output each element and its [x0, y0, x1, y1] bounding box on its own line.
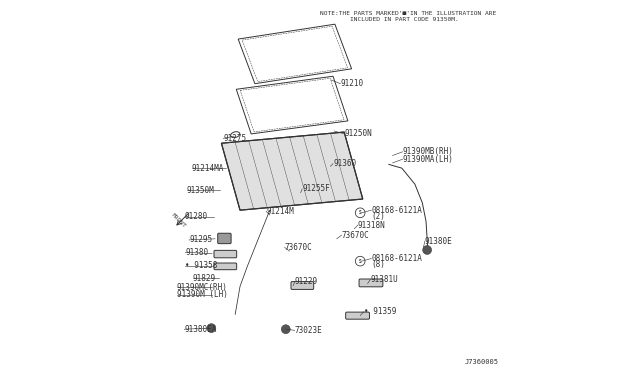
Text: 91250N: 91250N [344, 129, 372, 138]
Text: 73670C: 73670C [285, 243, 312, 252]
Text: 91360: 91360 [333, 159, 356, 168]
Text: 91390M (LH): 91390M (LH) [177, 290, 228, 299]
Text: 91295: 91295 [189, 235, 212, 244]
Text: 91214M: 91214M [266, 207, 294, 216]
Text: (8): (8) [371, 260, 385, 269]
Text: 91390MA(LH): 91390MA(LH) [403, 155, 454, 164]
Text: NOTE:THE PARTS MARKED'■'IN THE ILLUSTRATION ARE
        INCLUDED IN PART CODE 91: NOTE:THE PARTS MARKED'■'IN THE ILLUSTRAT… [320, 11, 496, 22]
Text: 91255F: 91255F [302, 185, 330, 193]
FancyBboxPatch shape [291, 282, 314, 289]
Text: 91280: 91280 [184, 212, 207, 221]
Text: 91381U: 91381U [370, 275, 398, 284]
Text: 08168-6121A: 08168-6121A [371, 254, 422, 263]
Text: 91275: 91275 [223, 134, 246, 143]
Text: (2): (2) [371, 212, 385, 221]
Text: • 91358: • 91358 [186, 262, 218, 270]
FancyBboxPatch shape [359, 279, 383, 287]
Text: 91350M: 91350M [187, 186, 214, 195]
Circle shape [422, 246, 431, 254]
Text: 91318N: 91318N [358, 221, 386, 230]
Text: 91380: 91380 [186, 248, 209, 257]
FancyBboxPatch shape [214, 263, 237, 270]
Text: 91229: 91229 [294, 278, 318, 286]
FancyBboxPatch shape [214, 250, 237, 258]
Text: 91214MA: 91214MA [191, 164, 224, 173]
Text: 91210: 91210 [340, 79, 364, 88]
FancyBboxPatch shape [218, 233, 231, 244]
Text: FRONT: FRONT [170, 212, 186, 229]
Text: 73023E: 73023E [294, 326, 323, 335]
Text: J7360005: J7360005 [465, 359, 499, 365]
Text: • 91359: • 91359 [364, 307, 396, 316]
FancyBboxPatch shape [346, 312, 369, 319]
Text: 91829: 91829 [193, 274, 216, 283]
Text: 91380E: 91380E [425, 237, 452, 246]
Circle shape [282, 325, 291, 334]
Text: S: S [359, 210, 362, 215]
Text: 91390MB(RH): 91390MB(RH) [403, 147, 454, 156]
Text: 91390MC(RH): 91390MC(RH) [177, 283, 228, 292]
Circle shape [207, 324, 216, 333]
Text: 73670C: 73670C [342, 231, 369, 240]
Polygon shape [221, 132, 363, 210]
Text: 91380EA: 91380EA [184, 325, 216, 334]
Text: S: S [359, 259, 362, 264]
Text: 08168-6121A: 08168-6121A [371, 206, 422, 215]
